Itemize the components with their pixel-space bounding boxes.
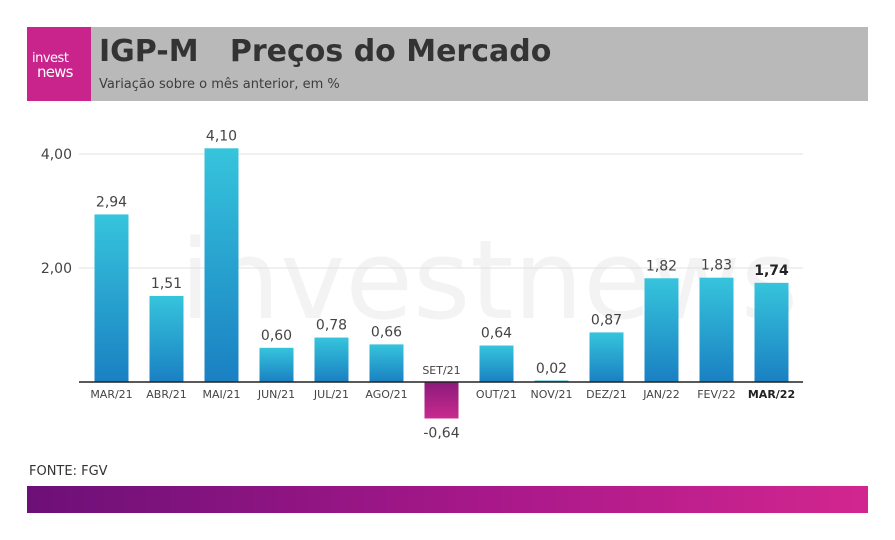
data-label: 0,66 (371, 324, 402, 340)
data-label: 0,64 (481, 326, 512, 342)
x-tick-label: NOV/21 (531, 388, 573, 401)
logo-text-invest: invest (32, 51, 69, 66)
x-tick-label: JUN/21 (257, 388, 295, 401)
x-tick-label: MAR/21 (90, 388, 132, 401)
x-tick-label: JUL/21 (313, 388, 349, 401)
data-label: 1,82 (646, 258, 677, 274)
bar (589, 332, 624, 382)
x-tick-label: SET/21 (422, 364, 460, 377)
data-label: 1,74 (754, 263, 789, 279)
bar (94, 214, 129, 382)
x-tick-label: MAI/21 (203, 388, 241, 401)
bars (94, 148, 789, 419)
bar (754, 282, 789, 382)
x-axis-labels: MAR/21 ABR/21 MAI/21 JUN/21 JUL/21 AGO/21 SET/… (90, 364, 795, 401)
data-label: 1,83 (701, 258, 732, 274)
x-tick-label: AGO/21 (365, 388, 407, 401)
bar (644, 278, 679, 382)
x-tick-label: DEZ/21 (586, 388, 627, 401)
bar (149, 295, 184, 382)
data-label: 2,94 (96, 194, 127, 210)
bar (204, 148, 239, 382)
chart-header: invest news IGP-M Preços do Mercado Vari… (27, 27, 868, 101)
bar (369, 344, 404, 382)
source-note: FONTE: FGV (29, 464, 108, 479)
bar (314, 337, 349, 382)
x-tick-label: ABR/21 (146, 388, 186, 401)
data-label: 1,51 (151, 276, 182, 292)
x-tick-label: JAN/22 (642, 388, 680, 401)
gridlines (79, 153, 803, 269)
y-axis-ticks: 2,00 4,00 (41, 147, 72, 277)
x-tick-label: MAR/22 (748, 388, 795, 401)
chart-subtitle: Variação sobre o mês anterior, em % (99, 77, 340, 92)
data-labels: 2,94 1,51 4,10 0,60 0,78 0,66 -0,64 0,64 0,02 0,8… (96, 128, 789, 441)
chart-title: IGP-M Preços do Mercado (99, 34, 552, 69)
bar (259, 347, 294, 382)
x-tick-label: OUT/21 (476, 388, 517, 401)
y-tick-label: 4,00 (41, 147, 72, 163)
logo-text-news: news (37, 63, 73, 81)
bar (699, 277, 734, 382)
bar (424, 382, 459, 419)
watermark-text: investnews (180, 216, 798, 344)
data-label: 0,02 (536, 361, 567, 377)
data-label: 4,10 (206, 128, 237, 144)
y-tick-label: 2,00 (41, 261, 72, 277)
bar (479, 345, 514, 382)
investnews-logo: invest news (27, 27, 91, 101)
footer-gradient-bar (27, 486, 868, 513)
data-label: 0,78 (316, 318, 347, 334)
data-label: 0,87 (591, 312, 622, 328)
x-tick-label: FEV/22 (697, 388, 736, 401)
data-label: -0,64 (423, 425, 459, 441)
data-label: 0,60 (261, 328, 292, 344)
